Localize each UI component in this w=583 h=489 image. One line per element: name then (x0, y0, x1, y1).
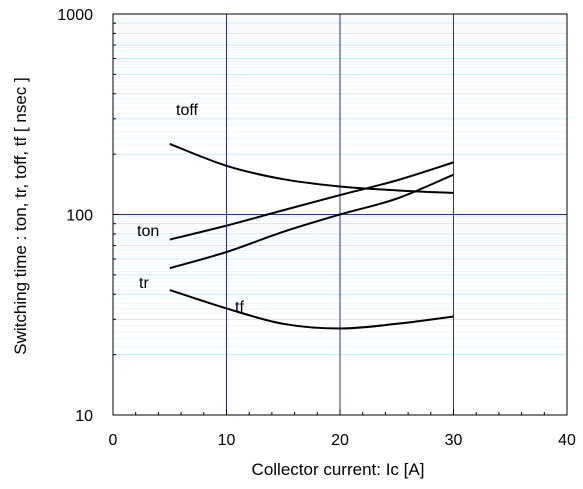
series-layer (169, 142, 454, 330)
y-tick-label: 100 (66, 208, 93, 225)
x-axis-title: Collector current: Ic [A] (252, 460, 425, 479)
y-tick-label: 10 (75, 408, 93, 425)
series-line-tr (169, 173, 454, 270)
tick-marks (112, 22, 568, 416)
y-tick-label: 1000 (57, 7, 93, 24)
x-tick-label: 20 (331, 432, 349, 449)
series-label-ton: ton (137, 223, 159, 240)
series-label-tr: tr (139, 275, 149, 292)
x-tick-label: 0 (109, 432, 118, 449)
series-label-toff: toff (176, 102, 199, 119)
x-tick-label: 30 (445, 432, 463, 449)
series-line-toff (169, 142, 454, 194)
y-axis-title: Switching time : ton, tr, toff, tf [ nse… (11, 77, 30, 354)
x-tick-label: 40 (558, 432, 576, 449)
series-line-tf (169, 289, 454, 330)
x-tick-label: 10 (218, 432, 236, 449)
series-line-ton (169, 161, 454, 241)
series-label-tf: tf (235, 299, 244, 316)
tick-labels: 0 10 20 30 40 10 100 1000 (57, 7, 576, 449)
